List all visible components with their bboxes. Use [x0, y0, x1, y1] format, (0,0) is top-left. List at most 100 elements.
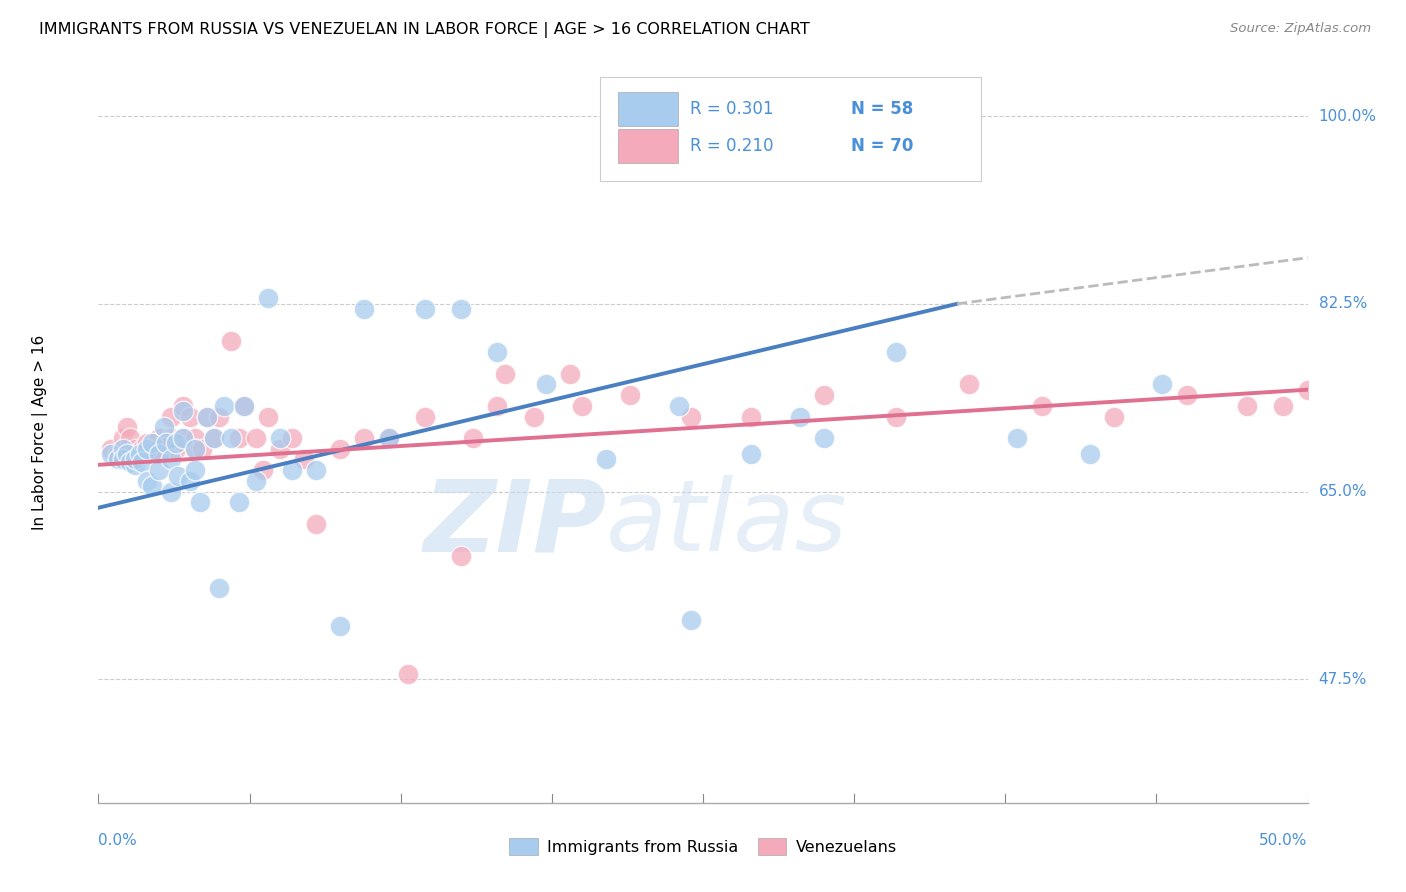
- Point: [252, 463, 274, 477]
- Point: [886, 409, 908, 424]
- Point: [128, 447, 150, 461]
- Point: [124, 442, 146, 456]
- FancyBboxPatch shape: [619, 129, 678, 163]
- Point: [131, 454, 153, 468]
- Point: [946, 109, 969, 123]
- Point: [111, 431, 134, 445]
- Point: [118, 454, 141, 468]
- Point: [155, 436, 177, 450]
- Point: [413, 302, 436, 317]
- Point: [204, 431, 226, 445]
- Point: [1102, 409, 1125, 424]
- Point: [131, 442, 153, 456]
- Point: [558, 367, 581, 381]
- Point: [740, 447, 762, 461]
- Text: atlas: atlas: [606, 475, 848, 573]
- Point: [107, 447, 129, 461]
- Point: [450, 549, 472, 563]
- Point: [195, 409, 218, 424]
- Text: ZIP: ZIP: [423, 475, 606, 573]
- Point: [179, 474, 201, 488]
- Point: [396, 667, 419, 681]
- Point: [124, 447, 146, 461]
- Text: 82.5%: 82.5%: [1319, 296, 1367, 311]
- Point: [165, 436, 187, 450]
- Point: [256, 409, 278, 424]
- Point: [135, 442, 157, 456]
- Point: [188, 495, 211, 509]
- Point: [957, 377, 980, 392]
- Point: [269, 431, 291, 445]
- Point: [100, 442, 122, 456]
- Point: [463, 431, 485, 445]
- Point: [221, 334, 243, 349]
- Point: [232, 399, 254, 413]
- Text: 100.0%: 100.0%: [1319, 109, 1376, 124]
- Point: [208, 409, 231, 424]
- Point: [377, 431, 399, 445]
- Point: [160, 484, 183, 499]
- Text: 47.5%: 47.5%: [1319, 672, 1367, 687]
- Point: [813, 388, 835, 402]
- Point: [172, 404, 194, 418]
- Point: [148, 463, 170, 477]
- Point: [184, 431, 207, 445]
- Point: [1078, 447, 1101, 461]
- Point: [135, 474, 157, 488]
- Point: [100, 447, 122, 461]
- Point: [141, 436, 163, 450]
- Point: [184, 442, 207, 456]
- Point: [179, 409, 201, 424]
- FancyBboxPatch shape: [600, 78, 981, 181]
- Point: [305, 516, 328, 531]
- Point: [571, 399, 593, 413]
- Point: [886, 345, 908, 359]
- Text: N = 70: N = 70: [851, 137, 912, 155]
- Text: In Labor Force | Age > 16: In Labor Force | Age > 16: [32, 335, 48, 530]
- Point: [228, 495, 250, 509]
- Point: [1152, 377, 1174, 392]
- Point: [329, 442, 352, 456]
- Point: [232, 399, 254, 413]
- Text: 65.0%: 65.0%: [1319, 484, 1367, 500]
- Point: [152, 420, 174, 434]
- Point: [486, 345, 509, 359]
- Point: [329, 619, 352, 633]
- Text: Source: ZipAtlas.com: Source: ZipAtlas.com: [1230, 22, 1371, 36]
- Point: [148, 447, 170, 461]
- Point: [184, 442, 207, 456]
- Point: [1236, 399, 1258, 413]
- Point: [679, 409, 702, 424]
- Point: [740, 409, 762, 424]
- Point: [117, 447, 139, 461]
- Text: 0.0%: 0.0%: [98, 833, 138, 848]
- Point: [160, 409, 183, 424]
- Point: [256, 292, 278, 306]
- Point: [208, 581, 231, 595]
- Point: [143, 442, 166, 456]
- Point: [486, 399, 509, 413]
- Point: [1272, 399, 1295, 413]
- Point: [204, 431, 226, 445]
- Point: [245, 474, 267, 488]
- Point: [165, 442, 187, 456]
- Point: [148, 447, 170, 461]
- Point: [141, 447, 163, 461]
- Text: R = 0.301: R = 0.301: [690, 100, 773, 118]
- Text: 50.0%: 50.0%: [1260, 833, 1308, 848]
- Point: [117, 420, 139, 434]
- Point: [668, 399, 690, 413]
- Point: [228, 431, 250, 445]
- Point: [221, 431, 243, 445]
- Point: [118, 431, 141, 445]
- Point: [679, 614, 702, 628]
- Point: [124, 452, 146, 467]
- Point: [494, 367, 516, 381]
- Point: [1175, 388, 1198, 402]
- Point: [595, 452, 617, 467]
- Point: [1007, 431, 1029, 445]
- Point: [160, 452, 183, 467]
- Point: [184, 463, 207, 477]
- Point: [107, 452, 129, 467]
- Point: [292, 452, 315, 467]
